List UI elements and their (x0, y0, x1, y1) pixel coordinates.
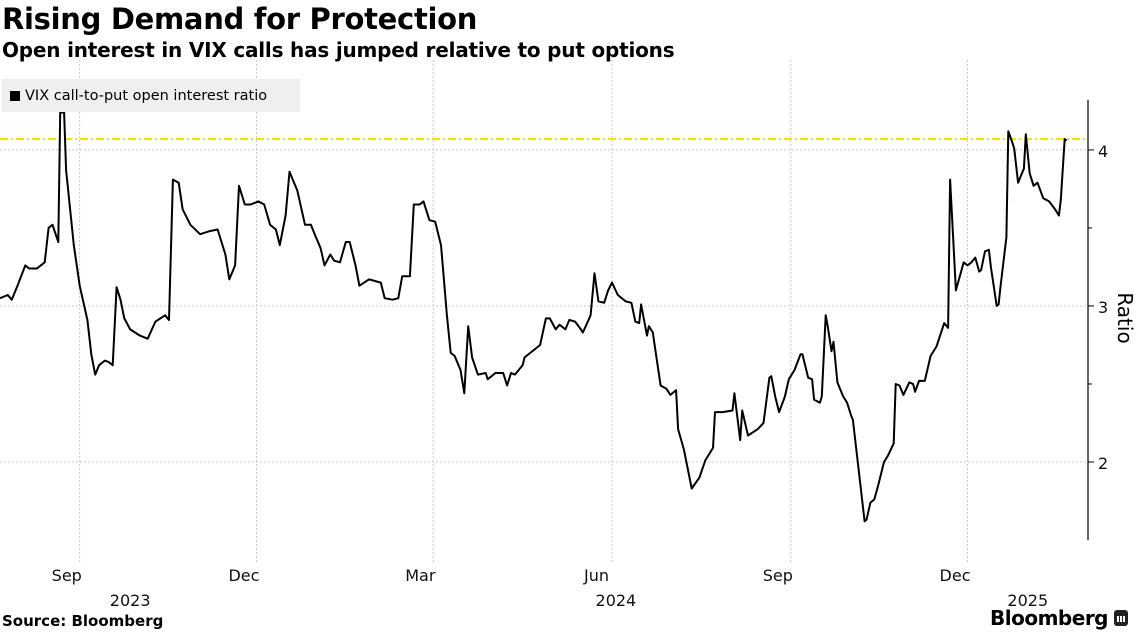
chart-title: Rising Demand for Protection (2, 2, 478, 36)
y-tick-label: 2 (1098, 454, 1108, 473)
series-line-vix-call-put-ratio (0, 111, 1068, 523)
source-note: Source: Bloomberg (2, 612, 164, 630)
x-tick-label: Dec (228, 566, 259, 585)
x-year-label: 2024 (596, 591, 637, 610)
x-tick-label: Dec (940, 566, 971, 585)
brand-logo: Bloomberg (990, 606, 1128, 630)
chart-subtitle: Open interest in VIX calls has jumped re… (2, 38, 675, 62)
x-tick-label: Jun (583, 566, 609, 585)
legend: VIX call-to-put open interest ratio (2, 79, 300, 112)
y-tick-label: 4 (1098, 142, 1108, 161)
legend-label: VIX call-to-put open interest ratio (25, 87, 268, 104)
y-tick-label: 3 (1098, 298, 1108, 317)
brand-name: Bloomberg (990, 606, 1108, 630)
x-tick-label: Mar (405, 566, 436, 585)
legend-swatch (10, 90, 20, 101)
y-axis-title: Ratio (1113, 292, 1137, 343)
x-year-label: 2025 (1007, 591, 1048, 610)
x-year-label: 2023 (110, 591, 151, 610)
x-tick-label: Sep (52, 566, 82, 585)
x-tick-label: Sep (763, 566, 793, 585)
bloomberg-chart-icon (1114, 610, 1128, 626)
